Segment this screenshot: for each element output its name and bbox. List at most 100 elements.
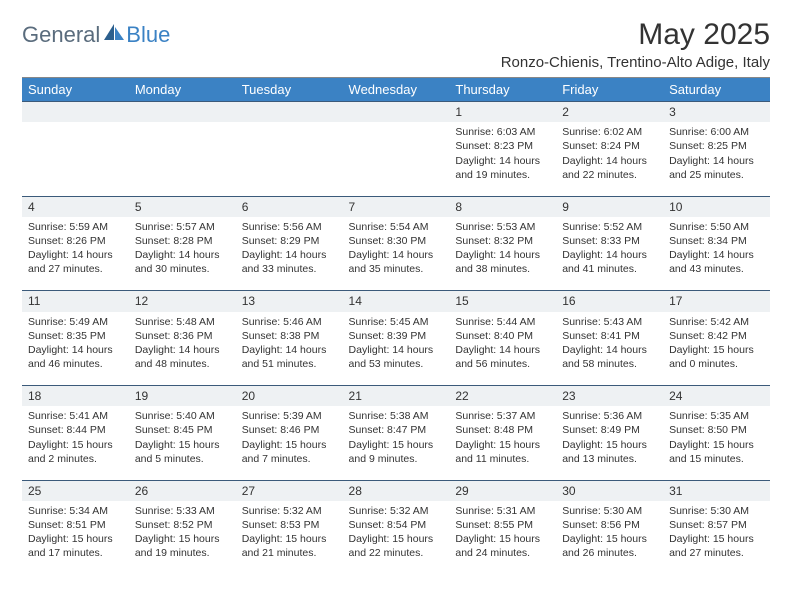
- daylight-text: Daylight: 14 hours: [669, 248, 764, 262]
- daylight-text: and 27 minutes.: [28, 262, 123, 276]
- day-number: 5: [129, 196, 236, 217]
- daylight-text: Daylight: 15 hours: [562, 532, 657, 546]
- sunset-text: Sunset: 8:34 PM: [669, 234, 764, 248]
- day-detail-cell: Sunrise: 5:52 AMSunset: 8:33 PMDaylight:…: [556, 217, 663, 291]
- day-detail-cell: [22, 122, 129, 196]
- daylight-text: Daylight: 14 hours: [28, 248, 123, 262]
- day-number-row: 123: [22, 102, 770, 123]
- sunrise-text: Sunrise: 5:45 AM: [349, 315, 444, 329]
- day-detail-cell: Sunrise: 5:38 AMSunset: 8:47 PMDaylight:…: [343, 406, 450, 480]
- daylight-text: Daylight: 14 hours: [242, 248, 337, 262]
- daylight-text: and 21 minutes.: [242, 546, 337, 560]
- day-number: 8: [449, 196, 556, 217]
- daylight-text: and 11 minutes.: [455, 452, 550, 466]
- sunrise-text: Sunrise: 5:53 AM: [455, 220, 550, 234]
- daylight-text: and 13 minutes.: [562, 452, 657, 466]
- daylight-text: and 46 minutes.: [28, 357, 123, 371]
- daylight-text: Daylight: 14 hours: [562, 343, 657, 357]
- daylight-text: and 58 minutes.: [562, 357, 657, 371]
- sunset-text: Sunset: 8:48 PM: [455, 423, 550, 437]
- day-number: 21: [343, 386, 450, 407]
- logo-sail-icon: [104, 24, 124, 40]
- sunset-text: Sunset: 8:53 PM: [242, 518, 337, 532]
- day-detail-cell: Sunrise: 5:37 AMSunset: 8:48 PMDaylight:…: [449, 406, 556, 480]
- sunrise-text: Sunrise: 5:30 AM: [562, 504, 657, 518]
- day-number: 29: [449, 480, 556, 501]
- location: Ronzo-Chienis, Trentino-Alto Adige, Ital…: [501, 54, 770, 71]
- daylight-text: Daylight: 14 hours: [455, 154, 550, 168]
- day-detail-cell: Sunrise: 5:45 AMSunset: 8:39 PMDaylight:…: [343, 312, 450, 386]
- daylight-text: and 24 minutes.: [455, 546, 550, 560]
- sunrise-text: Sunrise: 5:38 AM: [349, 409, 444, 423]
- day-detail-cell: Sunrise: 5:30 AMSunset: 8:56 PMDaylight:…: [556, 501, 663, 575]
- sunset-text: Sunset: 8:32 PM: [455, 234, 550, 248]
- sunrise-text: Sunrise: 5:35 AM: [669, 409, 764, 423]
- weekday-header-row: Sunday Monday Tuesday Wednesday Thursday…: [22, 78, 770, 102]
- day-number: 10: [663, 196, 770, 217]
- sunset-text: Sunset: 8:38 PM: [242, 329, 337, 343]
- day-number: 26: [129, 480, 236, 501]
- day-number: 17: [663, 291, 770, 312]
- sunset-text: Sunset: 8:33 PM: [562, 234, 657, 248]
- sunset-text: Sunset: 8:30 PM: [349, 234, 444, 248]
- day-detail-row: Sunrise: 6:03 AMSunset: 8:23 PMDaylight:…: [22, 122, 770, 196]
- day-number: 24: [663, 386, 770, 407]
- day-number: 4: [22, 196, 129, 217]
- daylight-text: Daylight: 15 hours: [669, 532, 764, 546]
- sunrise-text: Sunrise: 5:34 AM: [28, 504, 123, 518]
- day-number: 12: [129, 291, 236, 312]
- sunrise-text: Sunrise: 5:36 AM: [562, 409, 657, 423]
- day-number: [129, 102, 236, 123]
- day-detail-cell: Sunrise: 5:42 AMSunset: 8:42 PMDaylight:…: [663, 312, 770, 386]
- sunrise-text: Sunrise: 5:42 AM: [669, 315, 764, 329]
- day-number: [22, 102, 129, 123]
- sunset-text: Sunset: 8:50 PM: [669, 423, 764, 437]
- sunrise-text: Sunrise: 5:59 AM: [28, 220, 123, 234]
- daylight-text: and 5 minutes.: [135, 452, 230, 466]
- day-detail-cell: Sunrise: 5:40 AMSunset: 8:45 PMDaylight:…: [129, 406, 236, 480]
- day-detail-row: Sunrise: 5:41 AMSunset: 8:44 PMDaylight:…: [22, 406, 770, 480]
- day-number: [343, 102, 450, 123]
- day-detail-cell: Sunrise: 5:34 AMSunset: 8:51 PMDaylight:…: [22, 501, 129, 575]
- day-detail-row: Sunrise: 5:34 AMSunset: 8:51 PMDaylight:…: [22, 501, 770, 575]
- sunset-text: Sunset: 8:42 PM: [669, 329, 764, 343]
- day-detail-cell: Sunrise: 5:54 AMSunset: 8:30 PMDaylight:…: [343, 217, 450, 291]
- daylight-text: Daylight: 15 hours: [135, 532, 230, 546]
- daylight-text: Daylight: 15 hours: [455, 532, 550, 546]
- day-number-row: 11121314151617: [22, 291, 770, 312]
- day-detail-cell: [129, 122, 236, 196]
- header: General Blue May 2025 Ronzo-Chienis, Tre…: [22, 18, 770, 71]
- daylight-text: Daylight: 14 hours: [28, 343, 123, 357]
- weekday-header: Saturday: [663, 78, 770, 102]
- daylight-text: and 9 minutes.: [349, 452, 444, 466]
- sunrise-text: Sunrise: 5:48 AM: [135, 315, 230, 329]
- sunrise-text: Sunrise: 5:40 AM: [135, 409, 230, 423]
- calendar-table: Sunday Monday Tuesday Wednesday Thursday…: [22, 78, 770, 575]
- day-number: 15: [449, 291, 556, 312]
- day-detail-cell: Sunrise: 5:44 AMSunset: 8:40 PMDaylight:…: [449, 312, 556, 386]
- day-detail-cell: Sunrise: 5:33 AMSunset: 8:52 PMDaylight:…: [129, 501, 236, 575]
- sunset-text: Sunset: 8:23 PM: [455, 139, 550, 153]
- daylight-text: Daylight: 14 hours: [455, 248, 550, 262]
- logo-text-blue: Blue: [126, 22, 170, 48]
- day-detail-cell: [236, 122, 343, 196]
- weekday-header: Thursday: [449, 78, 556, 102]
- sunset-text: Sunset: 8:47 PM: [349, 423, 444, 437]
- day-detail-cell: Sunrise: 5:39 AMSunset: 8:46 PMDaylight:…: [236, 406, 343, 480]
- daylight-text: Daylight: 14 hours: [562, 248, 657, 262]
- sunset-text: Sunset: 8:24 PM: [562, 139, 657, 153]
- sunrise-text: Sunrise: 5:56 AM: [242, 220, 337, 234]
- daylight-text: and 26 minutes.: [562, 546, 657, 560]
- day-number-row: 18192021222324: [22, 386, 770, 407]
- weekday-header: Sunday: [22, 78, 129, 102]
- daylight-text: and 7 minutes.: [242, 452, 337, 466]
- daylight-text: Daylight: 14 hours: [455, 343, 550, 357]
- day-number: 19: [129, 386, 236, 407]
- day-detail-cell: Sunrise: 5:32 AMSunset: 8:53 PMDaylight:…: [236, 501, 343, 575]
- sunset-text: Sunset: 8:25 PM: [669, 139, 764, 153]
- sunrise-text: Sunrise: 5:32 AM: [242, 504, 337, 518]
- sunrise-text: Sunrise: 5:57 AM: [135, 220, 230, 234]
- day-detail-row: Sunrise: 5:59 AMSunset: 8:26 PMDaylight:…: [22, 217, 770, 291]
- daylight-text: Daylight: 14 hours: [349, 248, 444, 262]
- day-detail-cell: Sunrise: 5:35 AMSunset: 8:50 PMDaylight:…: [663, 406, 770, 480]
